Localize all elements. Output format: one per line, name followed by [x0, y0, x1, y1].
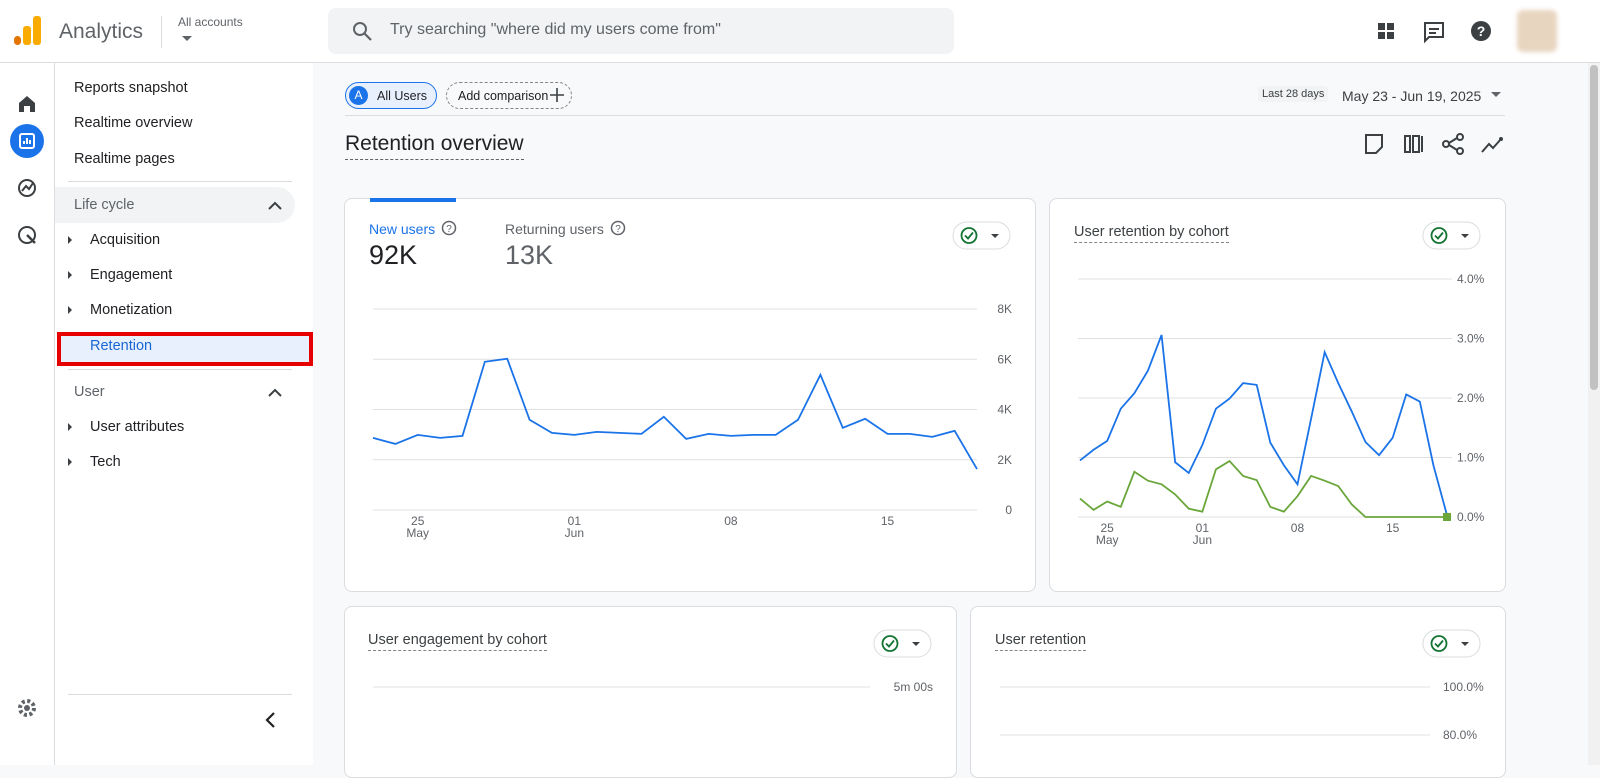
nav-item[interactable]: User attributes [90, 419, 185, 435]
card [344, 606, 957, 778]
svg-text:?: ? [446, 224, 452, 235]
nav-item[interactable]: Realtime overview [74, 115, 193, 131]
date-range[interactable]: May 23 - Jun 19, 2025 [1342, 88, 1482, 104]
divider [68, 369, 292, 370]
header-icons[interactable]: ? [1376, 20, 1496, 44]
search-placeholder: Try searching "where did my users come f… [390, 21, 721, 38]
nav-item[interactable]: Monetization [90, 302, 173, 318]
add-comparison-label[interactable]: Add comparison [458, 89, 549, 103]
svg-text:?: ? [1477, 23, 1486, 39]
account-picker[interactable]: All accounts [178, 15, 243, 29]
nav-item[interactable]: Reports snapshot [74, 80, 188, 96]
section-title[interactable]: User [74, 384, 105, 400]
tab-indicator [370, 198, 456, 202]
divider [345, 115, 1505, 116]
nav-arrows [68, 201, 282, 466]
highlight-box [57, 332, 313, 366]
tab-label[interactable]: Returning users [505, 221, 604, 237]
page-title: Retention overview [345, 132, 524, 160]
date-range-label: Last 28 days [1258, 86, 1329, 102]
card [344, 198, 1036, 592]
nav-item[interactable]: Engagement [90, 267, 173, 283]
divider [68, 181, 292, 182]
nav-item[interactable]: Acquisition [90, 232, 161, 248]
scrollbar-thumb[interactable] [1590, 65, 1598, 390]
product-name: Analytics [59, 20, 144, 43]
tab-value: 13K [505, 240, 554, 270]
tab-value: 92K [369, 240, 418, 270]
search-box[interactable] [328, 8, 954, 54]
card-title: User retention by cohort [1074, 224, 1229, 243]
caret[interactable] [181, 35, 193, 43]
chip-letter: A [349, 86, 368, 105]
plus-icon [550, 88, 564, 102]
search-icon [353, 22, 372, 41]
card [970, 606, 1506, 778]
nav-item[interactable]: Realtime pages [74, 151, 175, 167]
nav-panel [55, 63, 313, 765]
nav-item-selected[interactable]: Retention [90, 338, 153, 354]
caret[interactable] [1490, 91, 1502, 99]
card-title: User engagement by cohort [368, 632, 547, 651]
avatar[interactable] [1517, 10, 1557, 52]
card [1049, 198, 1506, 592]
section-header[interactable] [55, 187, 295, 223]
divider [68, 694, 292, 695]
svg-text:?: ? [615, 224, 621, 235]
add-comparison[interactable] [446, 82, 572, 109]
divider [161, 16, 162, 48]
tab-label[interactable]: New users [369, 221, 436, 237]
section-title[interactable]: Life cycle [74, 197, 135, 213]
chip-label: All Users [377, 89, 428, 103]
help-icons[interactable]: ?? [440, 220, 640, 236]
nav-item[interactable]: Tech [90, 454, 121, 470]
card-title: User retention [995, 632, 1087, 651]
logo [14, 16, 41, 45]
page-actions[interactable] [1362, 132, 1507, 156]
collapse-button[interactable] [262, 711, 278, 729]
rail-icons[interactable] [0, 63, 54, 743]
